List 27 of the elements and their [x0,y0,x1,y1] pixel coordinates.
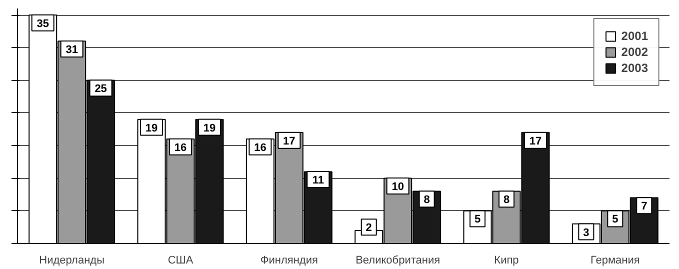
x-tick-label: Нидерланды [39,254,105,266]
data-label: 8 [503,194,510,206]
data-label: 35 [36,18,49,30]
data-label: 5 [612,214,618,226]
data-label: 19 [203,122,216,134]
x-tick-label: Германия [590,254,640,266]
data-label: 7 [641,200,648,213]
x-tick-label: Финляндия [260,254,318,266]
x-tick-label: США [168,254,194,266]
data-label: 16 [254,142,266,154]
data-label: 8 [424,194,430,206]
data-label: 31 [66,44,78,56]
legend-label: 2003 [621,61,648,75]
data-label: 16 [174,142,187,154]
legend-label: 2002 [621,45,648,59]
data-label: 17 [529,135,542,148]
data-label: 10 [392,181,404,194]
data-label: 2 [366,222,372,234]
data-label: 19 [145,122,158,134]
data-label: 11 [312,174,324,187]
data-label: 25 [94,83,107,96]
data-label: 3 [583,226,590,239]
x-tick-label: Кипр [494,254,519,266]
x-tick-label: Великобритания [356,254,440,266]
legend-label: 2001 [621,29,648,43]
data-label: 17 [283,135,296,148]
data-label: 5 [474,214,481,226]
